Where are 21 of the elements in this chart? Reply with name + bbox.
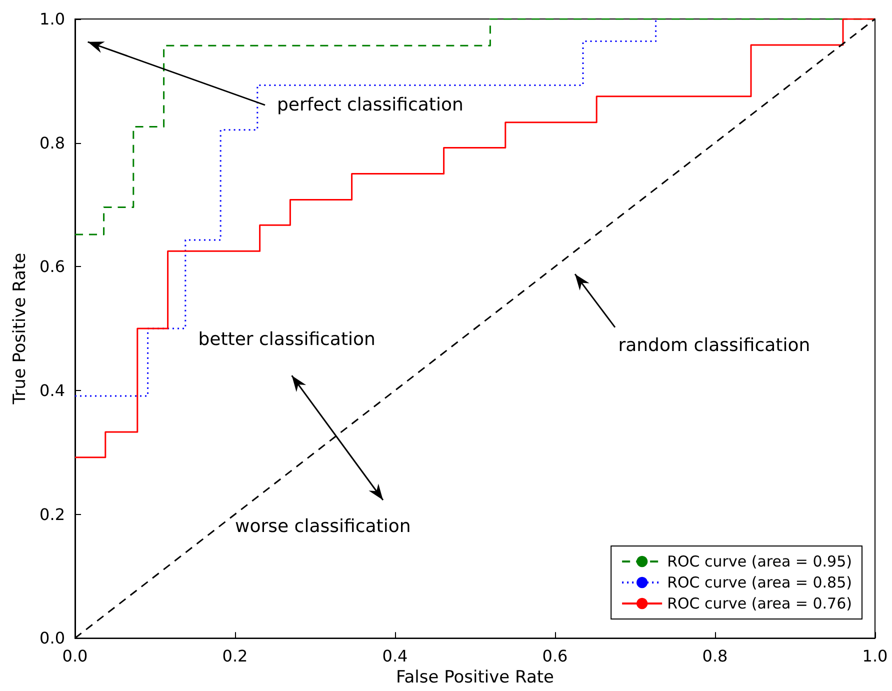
legend-label: ROC curve (area = 0.76) (667, 594, 852, 612)
annotation: worse classification (235, 516, 411, 538)
annotation: random classification (618, 334, 810, 356)
x-tick-label: 0.4 (382, 646, 408, 666)
legend-label: ROC curve (area = 0.95) (667, 552, 852, 570)
y-tick-label: 0.2 (40, 504, 65, 524)
x-tick-label: 0.8 (702, 646, 728, 666)
y-tick-label: 0.8 (40, 133, 65, 152)
y-axis-title: True Positive Rate (10, 252, 30, 406)
x-tick-label: 1.0 (862, 646, 888, 666)
x-tick-label: 0.2 (222, 646, 248, 666)
x-axis-title: False Positive Rate (396, 668, 554, 688)
y-tick-label: 0.4 (40, 380, 65, 400)
x-tick-label: 0.6 (542, 646, 568, 666)
x-tick-label: 0.0 (62, 646, 88, 666)
y-tick-label: 1.0 (40, 10, 65, 28)
legend-label: ROC curve (area = 0.85) (667, 574, 852, 592)
annotation: better classification (198, 329, 376, 350)
y-tick-label: 0.6 (40, 257, 65, 276)
annotation: perfect classification (277, 94, 464, 116)
y-tick-label: 0.0 (40, 628, 65, 648)
